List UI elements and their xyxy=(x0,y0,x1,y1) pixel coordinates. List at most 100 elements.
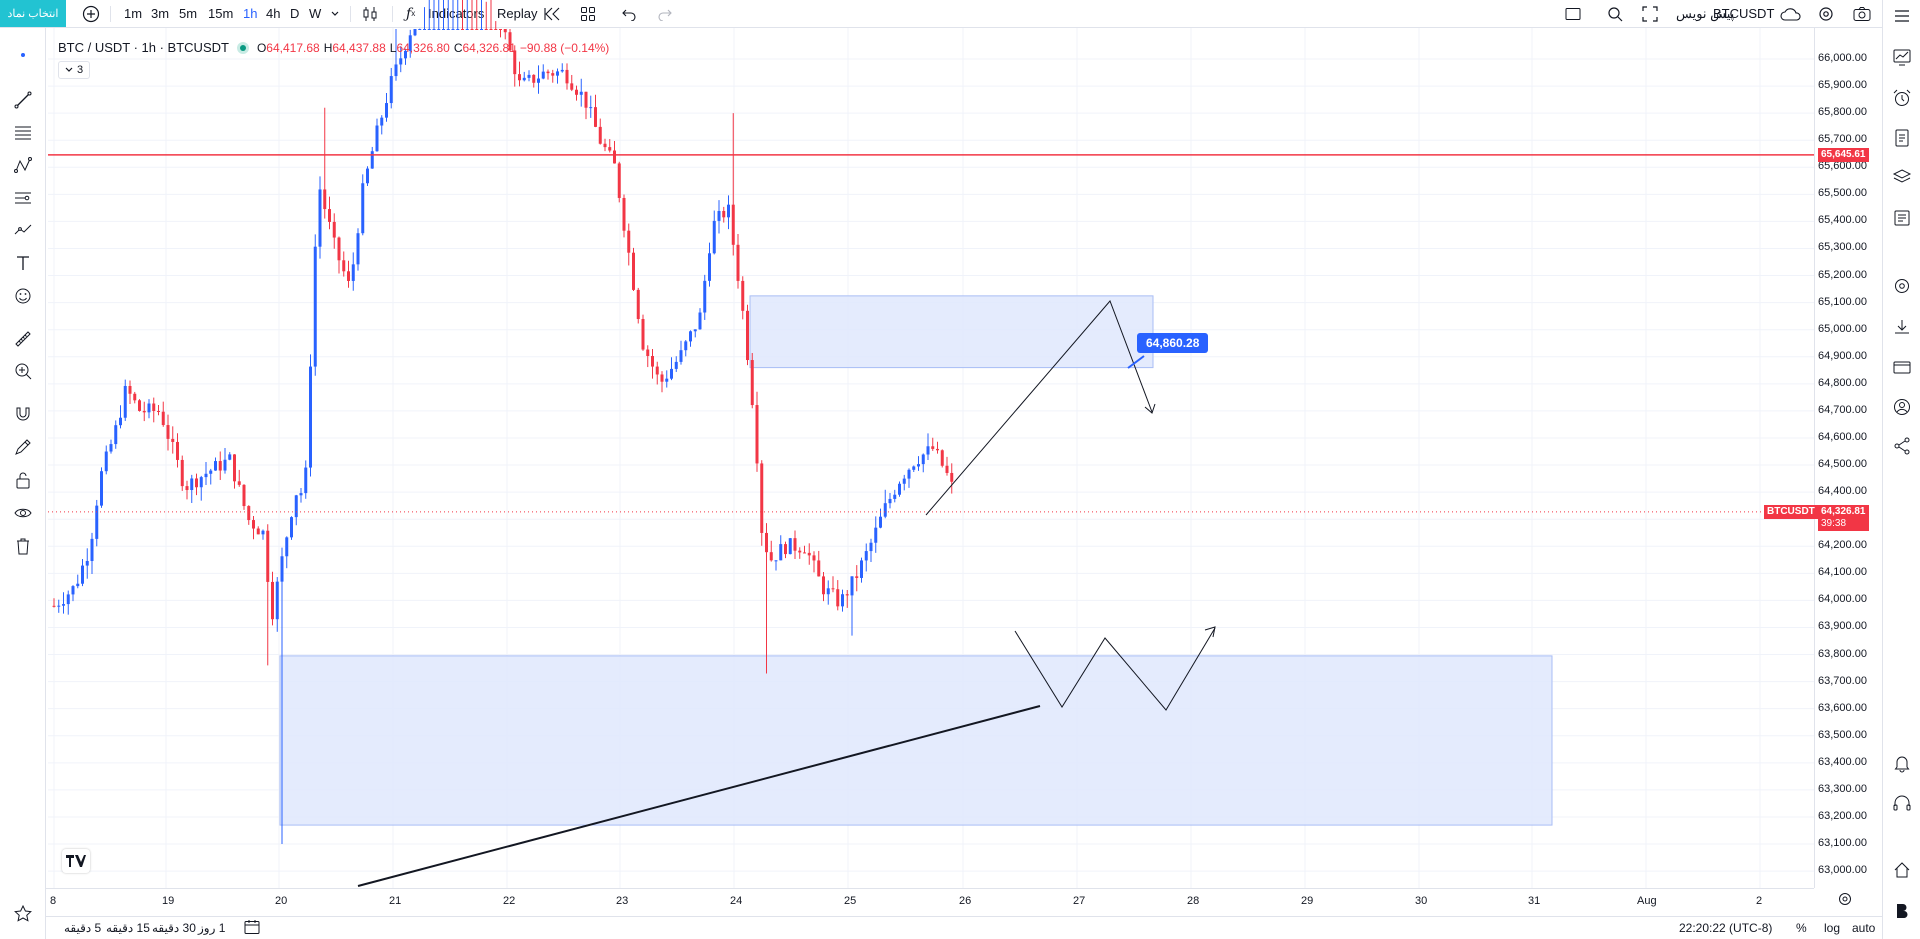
layers-tool-button[interactable] xyxy=(1887,163,1917,191)
headset-tool-button[interactable] xyxy=(1887,789,1917,817)
date-range-icon[interactable] xyxy=(244,919,262,938)
quick-search-icon[interactable] xyxy=(1607,0,1623,27)
home-icon xyxy=(1894,862,1910,878)
trend-line-tool-button[interactable] xyxy=(8,87,38,113)
price-tick-label: 65,800.00 xyxy=(1818,106,1867,119)
crosshair-tool-button[interactable] xyxy=(8,42,38,68)
share-tool-button[interactable] xyxy=(1887,432,1917,460)
layouts-icon[interactable] xyxy=(580,0,596,27)
undo-icon[interactable] xyxy=(621,0,637,27)
candle-body xyxy=(698,312,702,330)
trash-tool-button[interactable] xyxy=(8,533,38,559)
candle-body xyxy=(432,29,436,30)
alarm-tool-button[interactable] xyxy=(1887,84,1917,112)
lock-draw-tool-button[interactable] xyxy=(8,434,38,460)
settings-tool-button[interactable] xyxy=(1887,272,1917,300)
indicators-count: 3 xyxy=(77,64,84,76)
price-tick-label: 63,500.00 xyxy=(1818,728,1867,741)
forecast-tool-button[interactable] xyxy=(8,217,38,243)
price-callout[interactable]: 64,860.28 xyxy=(1137,333,1209,353)
text-tool-button[interactable] xyxy=(8,250,38,276)
star-tool-button[interactable] xyxy=(8,901,38,927)
interval-3m-button[interactable]: 3m xyxy=(151,6,170,21)
candle-body xyxy=(817,560,821,577)
maximize-icon[interactable] xyxy=(1642,0,1658,27)
magnet-tool-button[interactable] xyxy=(8,401,38,427)
candle-body xyxy=(651,356,654,367)
clock-label[interactable]: 22:20:22 (UTC-8) xyxy=(1679,921,1773,935)
candle-body xyxy=(670,368,673,379)
percent-toggle[interactable]: % xyxy=(1796,921,1807,935)
tradingview-logo[interactable] xyxy=(62,849,90,873)
eye-tool-button[interactable] xyxy=(8,500,38,526)
cloud-sync-icon[interactable] xyxy=(1780,0,1802,27)
interval-d-button[interactable]: D xyxy=(290,6,300,21)
price-tick-label: 63,200.00 xyxy=(1818,809,1867,822)
settings-gear-icon[interactable] xyxy=(1818,0,1834,27)
price-tick-label: 65,500.00 xyxy=(1818,187,1867,200)
candle-body xyxy=(247,506,251,521)
news-tool-button[interactable] xyxy=(1887,204,1917,232)
price-tick-label: 64,700.00 xyxy=(1818,403,1867,416)
list-tool-button[interactable] xyxy=(1887,2,1917,30)
interval-1m-button[interactable]: 1m xyxy=(124,6,143,21)
chart-style-candles-icon[interactable] xyxy=(362,0,378,27)
card-tool-button[interactable] xyxy=(1887,353,1917,381)
fullscreen-rect-icon[interactable] xyxy=(1565,0,1581,27)
redo-icon[interactable] xyxy=(657,0,673,27)
candle-body xyxy=(864,551,868,561)
emoji-tool-button[interactable] xyxy=(8,283,38,309)
add-symbol-icon[interactable] xyxy=(82,0,100,27)
publish-draft-button[interactable]: پیش نویس xyxy=(1676,5,1735,21)
home-tool-button[interactable] xyxy=(1887,856,1917,884)
projection-tool-button[interactable] xyxy=(8,185,38,211)
range-button[interactable]: 30 دقیقه xyxy=(152,921,196,935)
interval-5m-button[interactable]: 5m xyxy=(179,6,198,21)
interval-w-button[interactable]: W xyxy=(309,6,322,21)
candle-body xyxy=(565,69,569,84)
chart-tool-button[interactable] xyxy=(1887,43,1917,71)
candle-body xyxy=(318,189,322,247)
candle-body xyxy=(945,465,949,473)
auto-toggle[interactable]: auto xyxy=(1852,921,1876,935)
candle-body xyxy=(798,550,802,553)
candle-body xyxy=(451,29,455,30)
fib-tool-button[interactable] xyxy=(8,120,38,146)
interval-15m-button[interactable]: 15m xyxy=(208,6,234,21)
indicators-collapse-button[interactable]: 3 xyxy=(58,61,91,79)
legend-title[interactable]: BTC / USDT · 1h · BTCUSDT xyxy=(58,40,229,55)
candle-body xyxy=(480,29,483,30)
camera-icon[interactable] xyxy=(1853,0,1871,27)
tv-logo-icon xyxy=(66,855,86,867)
indicators-button[interactable]: Indicators xyxy=(428,6,485,21)
interval-dropdown-icon[interactable] xyxy=(330,0,340,27)
bell-tool-button[interactable] xyxy=(1887,749,1917,777)
interval-1h-button[interactable]: 1h xyxy=(243,6,258,21)
replay-icon[interactable] xyxy=(543,0,561,27)
lock-tool-button[interactable] xyxy=(8,467,38,493)
time-axis-settings-icon[interactable] xyxy=(1838,892,1852,911)
candle-body xyxy=(266,530,270,582)
ruler-tool-button[interactable] xyxy=(8,326,38,352)
brand-b-tool-button[interactable] xyxy=(1887,897,1917,925)
zoom-in-tool-button[interactable] xyxy=(8,358,38,384)
zoom-in-icon xyxy=(15,363,32,380)
close-value: 64,326.81 xyxy=(462,40,516,55)
range-button[interactable]: 1 روز xyxy=(198,921,226,935)
range-button[interactable]: 15 دقیقه xyxy=(106,921,150,935)
log-toggle[interactable]: log xyxy=(1824,921,1841,935)
candle-body xyxy=(722,210,726,218)
price-tick-label: 64,500.00 xyxy=(1818,458,1867,471)
symbol-search-button[interactable]: انتخاب نماد xyxy=(0,0,66,27)
candle-body xyxy=(684,341,688,351)
replay-button[interactable]: Replay xyxy=(497,6,538,21)
pattern-tool-button[interactable] xyxy=(8,153,38,179)
candle-body xyxy=(370,151,374,169)
interval-4h-button[interactable]: 4h xyxy=(266,6,281,21)
notes-tool-button[interactable] xyxy=(1887,124,1917,152)
user-tool-button[interactable] xyxy=(1887,393,1917,421)
download-tool-button[interactable] xyxy=(1887,313,1917,341)
range-button[interactable]: 5 دقیقه xyxy=(64,921,102,935)
